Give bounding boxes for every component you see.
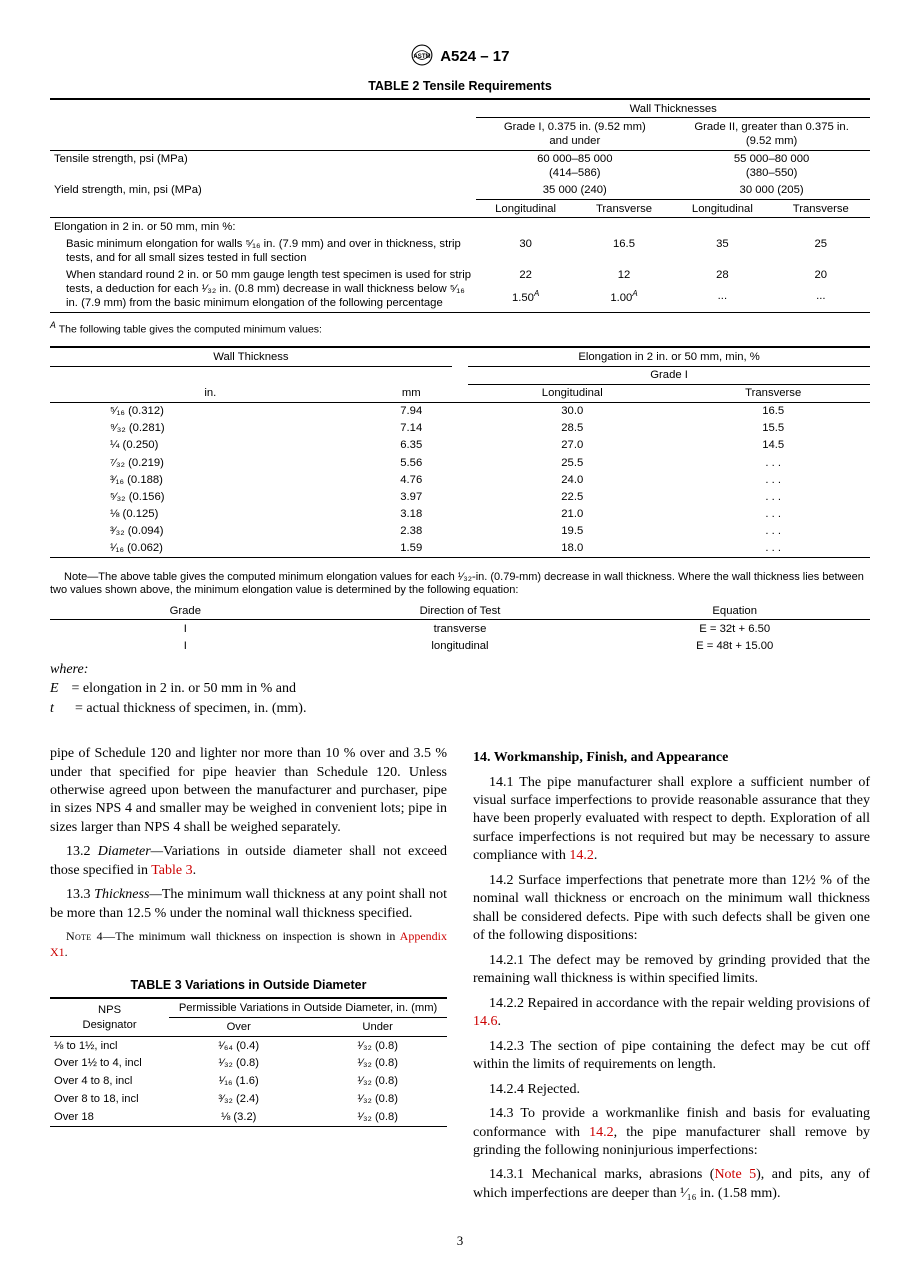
t3-perm: Permissible Variations in Outside Diamet… [169,998,447,1017]
t2-std-label: When standard round 2 in. or 50 mm gauge… [50,266,476,312]
t3-under: Under [308,1018,447,1037]
t2b-long: Longitudinal [468,384,676,402]
t2-tensile-label: Tensile strength, psi (MPa) [50,150,476,182]
p-1423: 14.2.3 The section of pipe containing th… [473,1038,870,1075]
left-col: pipe of Schedule 120 and lighter nor mor… [50,745,447,1209]
p-132: 13.2 Diameter—Variations in outside diam… [50,843,447,880]
page-number: 3 [50,1233,870,1249]
table-row: ⁵⁄₁₆ (0.312)7.9430.016.5 [50,402,870,420]
t2-sv23: ... [772,288,870,312]
table-row: ¼ (0.250)6.3527.014.5 [50,437,870,454]
p-143: 14.3 To provide a workmanlike finish and… [473,1105,870,1160]
table-row: ⁹⁄₃₂ (0.281)7.1428.515.5 [50,420,870,437]
note-2c: Note—The above table gives the computed … [50,571,870,599]
designation: A524 – 17 [440,48,509,65]
p-1431: 14.3.1 Mechanical marks, abrasions (Note… [473,1166,870,1203]
table-row: Over 18⅛ (3.2)¹⁄₃₂ (0.8) [50,1108,447,1126]
t2-basic-label: Basic minimum elongation for walls ⁵⁄₁₆ … [50,235,476,266]
table-row: ItransverseE = 32t + 6.50 [50,620,870,638]
t2-sv0: 22 [476,266,574,287]
table-row: ³⁄₃₂ (0.094)2.3819.5. . . [50,523,870,540]
t2-yield-g1: 35 000 (240) [476,182,673,200]
t2c-grade: Grade [50,602,321,620]
link-142a[interactable]: 14.2 [569,848,594,863]
doc-header: ASTM A524 – 17 [50,44,870,67]
table-row: Over 4 to 8, incl¹⁄₁₆ (1.6)¹⁄₃₂ (0.8) [50,1073,447,1091]
link-note5[interactable]: Note 5 [714,1167,756,1182]
t2-long1: Longitudinal [476,200,574,218]
table3: NPS Designator Permissible Variations in… [50,997,447,1129]
t2b-mm: mm [371,384,452,402]
t2-wall-thick: Wall Thicknesses [476,99,870,118]
where-e: E = elongation in 2 in. or 50 mm in % an… [50,680,870,698]
t3-nps: NPS Designator [50,998,169,1036]
t2-trans2: Transverse [772,200,870,218]
p-1421: 14.2.1 The defect may be removed by grin… [473,952,870,989]
table-row: IlongitudinalE = 48t + 15.00 [50,637,870,654]
where-title: where: [50,661,870,679]
t2-long2: Longitudinal [673,200,771,218]
t3-over: Over [169,1018,308,1037]
t2-sv1: 12 [575,266,673,287]
link-table3[interactable]: Table 3 [151,863,192,878]
table-row: ⁷⁄₃₂ (0.219)5.5625.5. . . [50,454,870,471]
p-1422: 14.2.2 Repaired in accordance with the r… [473,995,870,1032]
t2b-in: in. [50,384,371,402]
t2-yield-g2: 30 000 (205) [673,182,870,200]
t2-sv2: 28 [673,266,771,287]
t2-tensile-g2: 55 000–80 000 (380–550) [673,150,870,182]
link-142b[interactable]: 14.2 [589,1125,614,1140]
t2b-wt: Wall Thickness [50,347,452,366]
t2-yield-label: Yield strength, min, psi (MPa) [50,182,476,200]
t2-g2: Grade II, greater than 0.375 in. (9.52 m… [673,118,870,150]
t2-bv0: 30 [476,235,574,266]
t2-bv2: 35 [673,235,771,266]
table2c: Grade Direction of Test Equation Itransv… [50,602,870,654]
t2-tensile-g1: 60 000–85 000 (414–586) [476,150,673,182]
table-row: Over 8 to 18, incl³⁄₃₂ (2.4)¹⁄₃₂ (0.8) [50,1090,447,1108]
table-row: ⅛ to 1½, incl¹⁄₆₄ (0.4)¹⁄₃₂ (0.8) [50,1037,447,1055]
table-row: Over 1½ to 4, incl¹⁄₃₂ (0.8)¹⁄₃₂ (0.8) [50,1055,447,1073]
t2-bv3: 25 [772,235,870,266]
note4: Note 4—The minimum wall thickness on ins… [50,929,447,961]
astm-logo: ASTM [411,44,433,66]
t2c-dir: Direction of Test [321,602,600,620]
p-141: 14.1 The pipe manufacturer shall explore… [473,774,870,866]
t2-elong-head: Elongation in 2 in. or 50 mm, min %: [50,218,476,236]
svg-text:ASTM: ASTM [413,54,430,60]
t2-footnote: A The following table gives the computed… [50,320,870,337]
table2: Wall Thicknesses Grade I, 0.375 in. (9.5… [50,98,870,315]
p-lead: pipe of Schedule 120 and lighter nor mor… [50,745,447,837]
p-142: 14.2 Surface imperfections that penetrat… [473,872,870,946]
t2-sv3: 20 [772,266,870,287]
t2-bv1: 16.5 [575,235,673,266]
t2c-eq: Equation [599,602,870,620]
t2-g1: Grade I, 0.375 in. (9.52 mm) and under [476,118,673,150]
table2b: Wall Thickness Elongation in 2 in. or 50… [50,346,870,560]
t2-sv21: 1.00A [575,288,673,312]
table-row: ⅛ (0.125)3.1821.0. . . [50,505,870,522]
table-row: ¹⁄₁₆ (0.062)1.5918.0. . . [50,540,870,558]
link-146[interactable]: 14.6 [473,1014,498,1029]
t2b-grade: Grade I [468,366,870,384]
t2b-trans: Transverse [676,384,870,402]
p-1424: 14.2.4 Rejected. [473,1081,870,1099]
t2-sv22: ... [673,288,771,312]
table2-caption: TABLE 2 Tensile Requirements [50,79,870,95]
where-t: t = actual thickness of specimen, in. (m… [50,700,870,718]
p-133: 13.3 Thickness—The minimum wall thicknes… [50,886,447,923]
h14: 14. Workmanship, Finish, and Appearance [473,749,870,767]
t2-sv20: 1.50A [476,288,574,312]
t2-trans1: Transverse [575,200,673,218]
t2b-elong: Elongation in 2 in. or 50 mm, min, % [468,347,870,366]
table-row: ³⁄₁₆ (0.188)4.7624.0. . . [50,471,870,488]
table3-caption: TABLE 3 Variations in Outside Diameter [50,977,447,994]
right-col: 14. Workmanship, Finish, and Appearance … [473,745,870,1209]
table-row: ⁵⁄₃₂ (0.156)3.9722.5. . . [50,488,870,505]
